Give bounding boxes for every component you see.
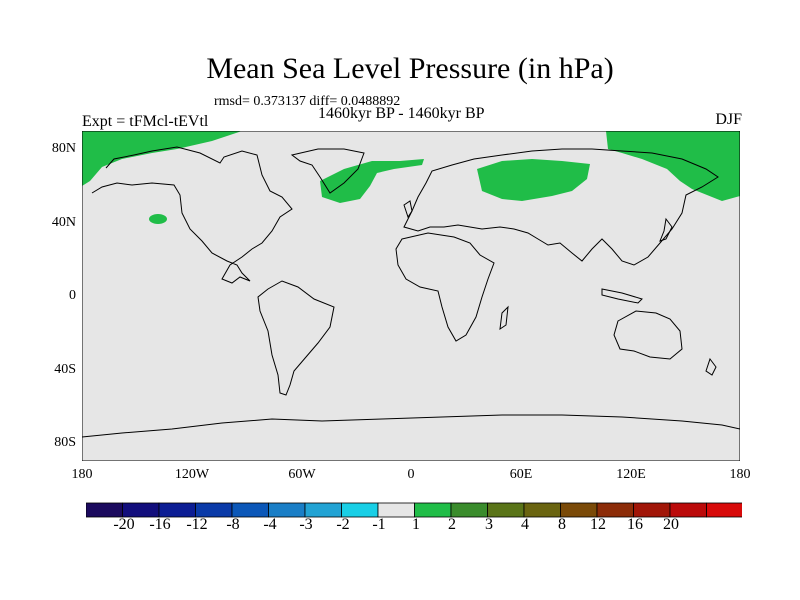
- africa-coast: [395, 232, 495, 342]
- colorbar-swatch: [268, 502, 306, 518]
- lat-tick-label: 0: [69, 288, 76, 303]
- coastlines: [82, 146, 740, 438]
- lon-tick-label: 60W: [288, 467, 316, 482]
- lat-tick-label: 80N: [51, 141, 76, 156]
- new-zealand-coast: [705, 357, 717, 376]
- colorbar-swatch: [195, 502, 233, 518]
- greenland-coast: [290, 148, 365, 194]
- madagascar-coast: [499, 305, 509, 331]
- stats-label: rmsd= 0.373137 diff= 0.0488892: [214, 94, 401, 109]
- colorbar-swatch: [86, 502, 123, 518]
- colorbar-swatch: [158, 502, 196, 518]
- colorbar-swatch: [487, 502, 525, 518]
- arctic-anomaly-east: [606, 131, 740, 201]
- colorbar-label: -2: [336, 516, 350, 533]
- colorbar-label: 20: [663, 516, 679, 533]
- colorbar-label: 4: [521, 516, 529, 533]
- australia-coast: [613, 310, 683, 360]
- north-america-coast: [91, 146, 293, 284]
- world-map: [82, 131, 740, 461]
- lon-tick-label: 120W: [174, 467, 210, 482]
- colorbar-swatch: [669, 502, 707, 518]
- colorbar-swatch: [450, 502, 488, 518]
- eurasia-coast: [403, 148, 719, 266]
- colorbar-label: -20: [113, 516, 135, 533]
- pacific-anomaly-spot: [149, 214, 167, 224]
- experiment-label: Expt = tFMcl-tEVtl: [82, 113, 209, 130]
- colorbar-swatch: [706, 502, 742, 518]
- colorbar-label: 2: [448, 516, 456, 533]
- colorbar-swatch: [523, 502, 561, 518]
- greenland-sea-anomaly: [320, 159, 424, 203]
- map-title: Mean Sea Level Pressure (in hPa): [206, 52, 614, 85]
- colorbar-swatch: [122, 502, 160, 518]
- colorbar-swatch: [341, 502, 379, 518]
- siberia-anomaly: [477, 159, 590, 201]
- colorbar-swatch: [596, 502, 634, 518]
- indonesia-coast: [601, 288, 643, 304]
- japan-coast: [659, 217, 673, 242]
- colorbar-swatch: [377, 502, 415, 518]
- map-background: [82, 131, 740, 461]
- colorbar-label: -12: [186, 516, 208, 533]
- lon-tick-label: 180: [71, 467, 93, 482]
- antarctica-coast: [82, 414, 740, 438]
- season-label: DJF: [715, 111, 742, 128]
- colorbar-swatch: [560, 502, 598, 518]
- colorbar-label: 3: [485, 516, 493, 533]
- colorbar-label: 16: [627, 516, 643, 533]
- colorbar-swatch: [231, 502, 269, 518]
- arctic-anomaly-west: [82, 131, 242, 186]
- lat-tick-label: 40N: [51, 215, 76, 230]
- colorbar-label: 1: [412, 516, 420, 533]
- colorbar: [86, 502, 742, 518]
- colorbar-swatch: [304, 502, 342, 518]
- lon-tick-label: 0: [407, 467, 415, 482]
- colorbar-swatch: [414, 502, 452, 518]
- colorbar-label: -16: [149, 516, 171, 533]
- lon-tick-label: 120E: [616, 467, 646, 482]
- lat-tick-label: 80S: [54, 435, 76, 450]
- lon-tick-label: 60E: [509, 467, 533, 482]
- positive-anomaly-regions: [82, 131, 740, 224]
- south-america-coast: [257, 280, 335, 396]
- colorbar-label: 12: [590, 516, 606, 533]
- colorbar-label: -3: [299, 516, 313, 533]
- lat-tick-label: 40S: [54, 362, 76, 377]
- lon-tick-label: 180: [729, 467, 751, 482]
- colorbar-swatch: [633, 502, 671, 518]
- colorbar-label: -1: [372, 516, 386, 533]
- colorbar-label: -8: [226, 516, 240, 533]
- colorbar-label: 8: [558, 516, 566, 533]
- period-label: 1460kyr BP - 1460kyr BP: [318, 105, 485, 122]
- colorbar-label: -4: [263, 516, 277, 533]
- uk-coast: [403, 200, 413, 219]
